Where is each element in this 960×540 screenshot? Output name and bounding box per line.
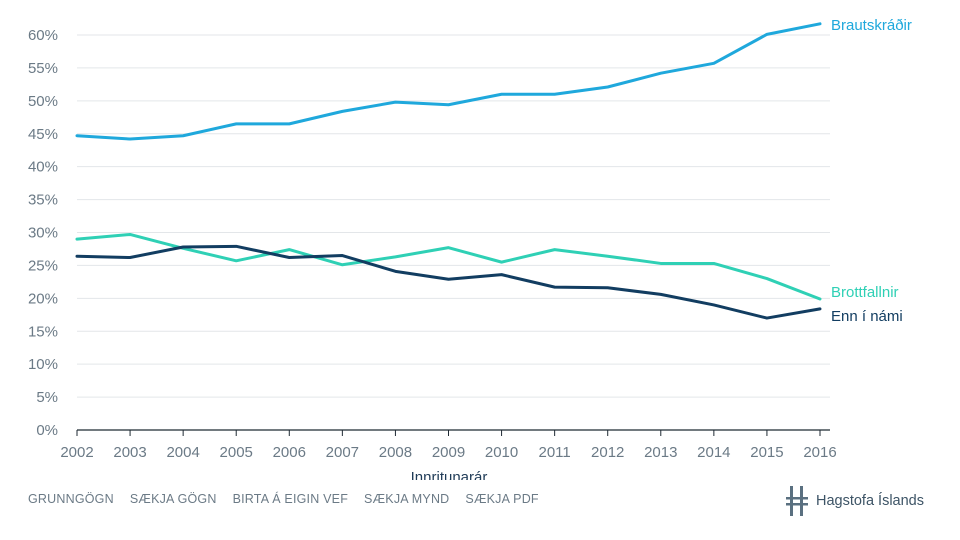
- series-label-2: Enn í námi: [831, 308, 903, 325]
- x-tick-label: 2015: [750, 444, 783, 461]
- brand-name: Hagstofa Íslands: [815, 493, 924, 509]
- y-axis-ticks: 0% 5% 10% 15% 20% 25% 30% 35% 40% 45% 50% 55% 60%: [28, 27, 58, 439]
- y-tick-label: 15%: [28, 323, 58, 340]
- saekja-mynd-link[interactable]: SÆKJA MYND: [364, 492, 450, 506]
- y-tick-label: 5%: [36, 389, 58, 406]
- y-tick-label: 0%: [36, 422, 58, 439]
- x-tick-label: 2012: [591, 444, 624, 461]
- series-line-0: [75, 22, 822, 141]
- y-tick-label: 20%: [28, 290, 58, 307]
- x-tick-label: 2003: [113, 444, 146, 461]
- y-tick-label: 60%: [28, 27, 58, 44]
- x-axis: 2002 2003 2004 2005 2006 2007 2008 2009 2010 2011…: [60, 429, 837, 461]
- y-tick-label: 45%: [28, 126, 58, 143]
- x-tick-label: 2002: [60, 444, 93, 461]
- y-tick-label: 35%: [28, 192, 58, 209]
- saekja-gogn-link[interactable]: SÆKJA GÖGN: [129, 492, 217, 506]
- x-tick-label: 2014: [697, 444, 730, 461]
- x-tick-label: 2009: [432, 444, 465, 461]
- x-tick-label: 2006: [273, 444, 306, 461]
- grunngogn-link[interactable]: GRUNNGÖGN: [28, 492, 114, 506]
- y-tick-label: 25%: [28, 257, 58, 274]
- x-tick-label: 2007: [326, 444, 359, 461]
- birta-a-eigin-vef-link[interactable]: BIRTA Á EIGIN VEF: [232, 492, 349, 506]
- line-chart: 0% 5% 10% 15% 20% 25% 30% 35% 40% 45% 50% 55% 60% 20…: [28, 17, 912, 480]
- x-tick-label: 2013: [644, 444, 677, 461]
- y-tick-label: 55%: [28, 60, 58, 77]
- x-tick-label: 2016: [803, 444, 836, 461]
- y-tick-label: 50%: [28, 93, 58, 110]
- grid-lines: [77, 34, 830, 398]
- y-tick-label: 10%: [28, 356, 58, 373]
- series-lines: [75, 22, 822, 320]
- x-axis-title: Innritunarár: [411, 469, 488, 480]
- series-label-0: Brautskráðir: [831, 17, 912, 34]
- brand[interactable]: Hagstofa Íslands: [785, 486, 924, 516]
- series-labels: Brautskráðir Brottfallnir Enn í námi: [831, 17, 912, 325]
- chart-toolbar: GRUNNGÖGN SÆKJA GÖGN BIRTA Á EIGIN VEF S…: [28, 492, 555, 506]
- x-tick-label: 2008: [379, 444, 412, 461]
- x-tick-label: 2010: [485, 444, 518, 461]
- x-tick-label: 2011: [539, 444, 571, 461]
- hagstofa-logo-icon: [785, 486, 808, 516]
- y-tick-label: 30%: [28, 225, 58, 242]
- series-line-1: [75, 232, 822, 301]
- x-tick-label: 2005: [220, 444, 253, 461]
- x-tick-label: 2004: [166, 444, 199, 461]
- series-line-2: [75, 244, 822, 320]
- y-tick-label: 40%: [28, 159, 58, 176]
- series-label-1: Brottfallnir: [831, 284, 899, 301]
- saekja-pdf-link[interactable]: SÆKJA PDF: [465, 492, 539, 506]
